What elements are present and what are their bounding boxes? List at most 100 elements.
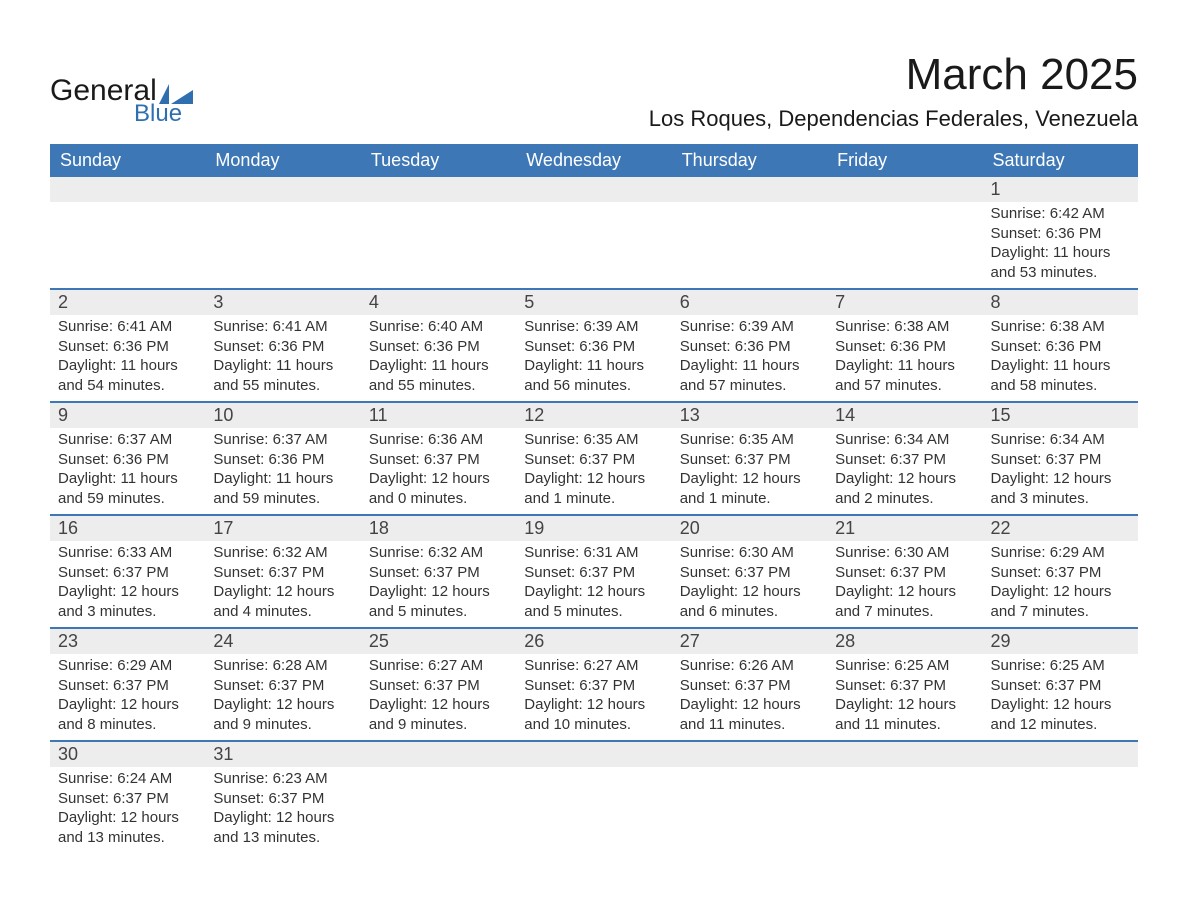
day-daylight2: and 1 minute. (524, 489, 663, 509)
day-header-tuesday: Tuesday (361, 144, 516, 177)
day-cell: Sunrise: 6:38 AMSunset: 6:36 PMDaylight:… (983, 315, 1138, 401)
day-number: 27 (672, 629, 827, 654)
day-daylight2: and 7 minutes. (991, 602, 1130, 622)
title-block: March 2025 Los Roques, Dependencias Fede… (649, 50, 1138, 132)
day-sunset: Sunset: 6:36 PM (213, 337, 352, 357)
day-daylight1: Daylight: 12 hours (58, 582, 197, 602)
day-daylight1: Daylight: 12 hours (369, 695, 508, 715)
day-daylight1: Daylight: 12 hours (58, 695, 197, 715)
day-daylight1: Daylight: 12 hours (835, 469, 974, 489)
day-daylight2: and 3 minutes. (991, 489, 1130, 509)
day-sunset: Sunset: 6:36 PM (58, 450, 197, 470)
day-sunrise: Sunrise: 6:37 AM (58, 430, 197, 450)
day-sunrise: Sunrise: 6:42 AM (991, 204, 1130, 224)
day-cell: Sunrise: 6:25 AMSunset: 6:37 PMDaylight:… (983, 654, 1138, 740)
day-cell: Sunrise: 6:38 AMSunset: 6:36 PMDaylight:… (827, 315, 982, 401)
day-number (827, 742, 982, 767)
week-day-bodies: Sunrise: 6:42 AMSunset: 6:36 PMDaylight:… (50, 202, 1138, 288)
day-daylight2: and 11 minutes. (680, 715, 819, 735)
day-number: 28 (827, 629, 982, 654)
day-daylight2: and 56 minutes. (524, 376, 663, 396)
day-sunrise: Sunrise: 6:34 AM (991, 430, 1130, 450)
day-sunrise: Sunrise: 6:24 AM (58, 769, 197, 789)
day-cell: Sunrise: 6:35 AMSunset: 6:37 PMDaylight:… (672, 428, 827, 514)
day-cell: Sunrise: 6:37 AMSunset: 6:36 PMDaylight:… (205, 428, 360, 514)
day-sunrise: Sunrise: 6:36 AM (369, 430, 508, 450)
day-sunset: Sunset: 6:37 PM (369, 450, 508, 470)
day-sunset: Sunset: 6:37 PM (835, 563, 974, 583)
day-sunrise: Sunrise: 6:27 AM (369, 656, 508, 676)
day-sunset: Sunset: 6:37 PM (524, 676, 663, 696)
day-header-wednesday: Wednesday (516, 144, 671, 177)
day-number: 1 (983, 177, 1138, 202)
day-number (672, 177, 827, 202)
day-sunset: Sunset: 6:37 PM (991, 563, 1130, 583)
day-cell (205, 202, 360, 288)
day-sunrise: Sunrise: 6:30 AM (835, 543, 974, 563)
day-daylight2: and 13 minutes. (213, 828, 352, 848)
day-number: 7 (827, 290, 982, 315)
week-day-numbers: 3031 (50, 740, 1138, 767)
day-number: 23 (50, 629, 205, 654)
day-header-friday: Friday (827, 144, 982, 177)
day-daylight2: and 13 minutes. (58, 828, 197, 848)
day-number: 24 (205, 629, 360, 654)
day-sunrise: Sunrise: 6:27 AM (524, 656, 663, 676)
day-number: 16 (50, 516, 205, 541)
day-cell: Sunrise: 6:33 AMSunset: 6:37 PMDaylight:… (50, 541, 205, 627)
day-daylight2: and 6 minutes. (680, 602, 819, 622)
day-daylight1: Daylight: 12 hours (369, 469, 508, 489)
day-sunrise: Sunrise: 6:23 AM (213, 769, 352, 789)
day-cell: Sunrise: 6:24 AMSunset: 6:37 PMDaylight:… (50, 767, 205, 853)
day-number (361, 177, 516, 202)
day-sunset: Sunset: 6:37 PM (369, 676, 508, 696)
calendar-page: General Blue March 2025 Los Roques, Depe… (0, 0, 1188, 918)
day-sunrise: Sunrise: 6:41 AM (213, 317, 352, 337)
day-number (205, 177, 360, 202)
day-sunrise: Sunrise: 6:33 AM (58, 543, 197, 563)
day-number (516, 177, 671, 202)
day-sunrise: Sunrise: 6:34 AM (835, 430, 974, 450)
day-sunset: Sunset: 6:36 PM (991, 337, 1130, 357)
day-daylight1: Daylight: 11 hours (369, 356, 508, 376)
day-sunset: Sunset: 6:37 PM (524, 563, 663, 583)
day-daylight2: and 1 minute. (680, 489, 819, 509)
day-sunset: Sunset: 6:37 PM (991, 676, 1130, 696)
day-daylight1: Daylight: 12 hours (213, 695, 352, 715)
day-sunrise: Sunrise: 6:29 AM (58, 656, 197, 676)
day-cell (672, 202, 827, 288)
day-cell: Sunrise: 6:41 AMSunset: 6:36 PMDaylight:… (50, 315, 205, 401)
day-cell: Sunrise: 6:34 AMSunset: 6:37 PMDaylight:… (827, 428, 982, 514)
day-number: 20 (672, 516, 827, 541)
week-day-numbers: 2345678 (50, 288, 1138, 315)
day-cell (516, 202, 671, 288)
page-header: General Blue March 2025 Los Roques, Depe… (50, 50, 1138, 132)
day-number: 26 (516, 629, 671, 654)
day-sunset: Sunset: 6:37 PM (213, 676, 352, 696)
day-daylight2: and 55 minutes. (369, 376, 508, 396)
day-daylight1: Daylight: 12 hours (991, 582, 1130, 602)
day-daylight2: and 7 minutes. (835, 602, 974, 622)
day-daylight2: and 59 minutes. (58, 489, 197, 509)
day-cell: Sunrise: 6:28 AMSunset: 6:37 PMDaylight:… (205, 654, 360, 740)
day-number: 14 (827, 403, 982, 428)
day-daylight1: Daylight: 11 hours (991, 356, 1130, 376)
day-number (361, 742, 516, 767)
day-header-saturday: Saturday (983, 144, 1138, 177)
day-sunset: Sunset: 6:36 PM (369, 337, 508, 357)
day-daylight2: and 55 minutes. (213, 376, 352, 396)
day-sunset: Sunset: 6:36 PM (680, 337, 819, 357)
day-sunrise: Sunrise: 6:28 AM (213, 656, 352, 676)
day-sunrise: Sunrise: 6:39 AM (680, 317, 819, 337)
day-daylight1: Daylight: 12 hours (680, 695, 819, 715)
week-day-numbers: 1 (50, 177, 1138, 202)
day-daylight2: and 5 minutes. (524, 602, 663, 622)
day-cell: Sunrise: 6:29 AMSunset: 6:37 PMDaylight:… (983, 541, 1138, 627)
day-cell: Sunrise: 6:30 AMSunset: 6:37 PMDaylight:… (827, 541, 982, 627)
week-day-numbers: 9101112131415 (50, 401, 1138, 428)
day-number (672, 742, 827, 767)
day-header-monday: Monday (205, 144, 360, 177)
day-number: 2 (50, 290, 205, 315)
day-sunrise: Sunrise: 6:38 AM (835, 317, 974, 337)
day-number: 21 (827, 516, 982, 541)
